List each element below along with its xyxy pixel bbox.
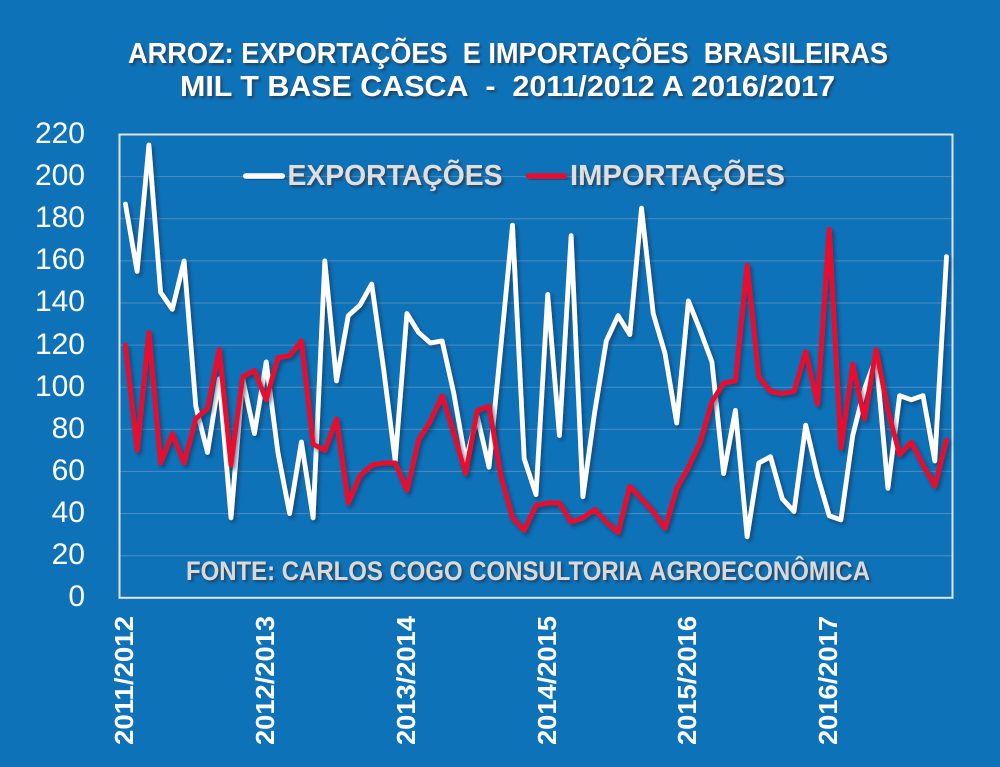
svg-text:2013/2014: 2013/2014 bbox=[391, 615, 421, 745]
svg-text:140: 140 bbox=[35, 285, 85, 318]
svg-text:2014/2015: 2014/2015 bbox=[532, 616, 562, 745]
svg-text:2011/2012: 2011/2012 bbox=[109, 616, 139, 745]
svg-text:2015/2016: 2015/2016 bbox=[672, 616, 702, 745]
svg-text:MIL T BASE CASCA - 2011/2012: MIL T BASE CASCA - 2011/2012 A 2016/2017 bbox=[180, 71, 835, 103]
svg-text:ARROZ: EXPORTAÇÕES E IMPORTAÇ: ARROZ: EXPORTAÇÕES E IMPORTAÇÕES BRASILE… bbox=[128, 36, 888, 70]
svg-text:100: 100 bbox=[35, 370, 85, 403]
svg-text:40: 40 bbox=[52, 496, 85, 529]
svg-text:2012/2013: 2012/2013 bbox=[250, 616, 280, 745]
svg-text:120: 120 bbox=[35, 328, 85, 361]
svg-text:60: 60 bbox=[52, 454, 85, 487]
svg-text:IMPORTAÇÕES: IMPORTAÇÕES bbox=[570, 158, 785, 192]
svg-text:220: 220 bbox=[35, 117, 85, 150]
svg-text:20: 20 bbox=[52, 538, 85, 571]
svg-text:200: 200 bbox=[35, 159, 85, 192]
svg-text:80: 80 bbox=[52, 412, 85, 445]
svg-text:0: 0 bbox=[68, 580, 85, 613]
svg-text:EXPORTAÇÕES: EXPORTAÇÕES bbox=[288, 158, 503, 192]
svg-text:160: 160 bbox=[35, 243, 85, 276]
svg-text:180: 180 bbox=[35, 201, 85, 234]
svg-text:2016/2017: 2016/2017 bbox=[813, 616, 843, 745]
svg-text:FONTE: CARLOS COGO CONSULTORIA: FONTE: CARLOS COGO CONSULTORIA AGROECONÔ… bbox=[186, 555, 870, 586]
